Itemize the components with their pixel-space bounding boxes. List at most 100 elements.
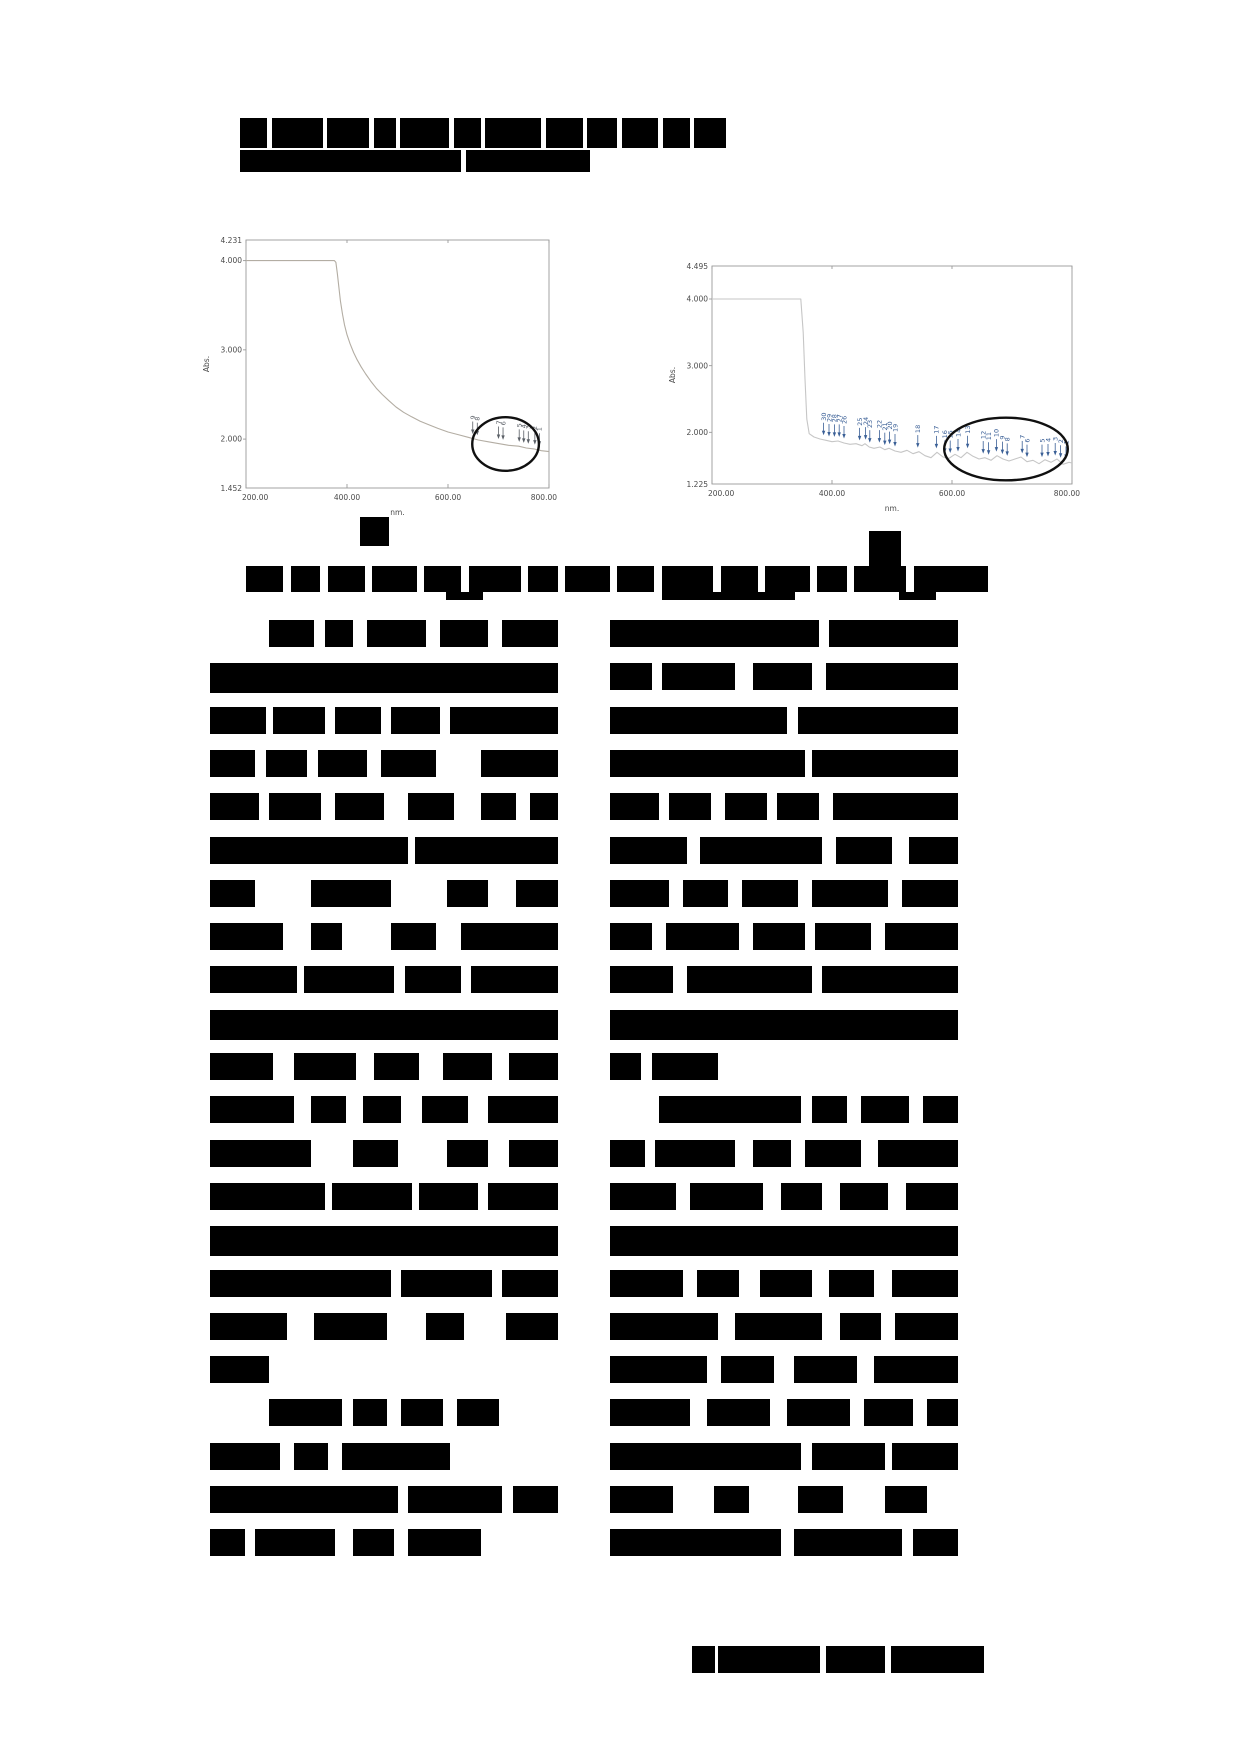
x-tick-label: 800.00 — [531, 493, 557, 502]
redacted-text-bar-right — [610, 1486, 673, 1513]
redacted-text-bar-right — [912, 1529, 958, 1557]
peak-number-label: 25 — [856, 418, 864, 426]
redacted-header-line — [373, 118, 396, 148]
redacted-text-bar-right — [811, 879, 889, 907]
redacted-text-bar-left — [293, 1053, 357, 1080]
redacted-text-bar-right — [884, 1486, 927, 1513]
redacted-text-bar-right — [860, 1096, 910, 1124]
peak-arrowhead — [832, 432, 837, 437]
redacted-text-bar-right — [707, 1399, 771, 1427]
x-axis-title: nm. — [885, 504, 899, 513]
redacted-figure-caption — [765, 566, 810, 592]
redacted-text-bar-left — [390, 706, 440, 734]
redacted-text-bar-right — [891, 1269, 958, 1297]
x-tick-label: 200.00 — [708, 489, 734, 498]
peak-number-label: 4 — [520, 424, 528, 428]
redacted-text-bar-left — [366, 620, 426, 647]
redacted-text-bar-left — [481, 749, 558, 777]
redacted-text-bar-right — [877, 1139, 958, 1167]
redacted-header-line — [240, 118, 267, 148]
peak-number-label: 6 — [1023, 439, 1031, 443]
redacted-text-bar-left — [210, 1269, 391, 1297]
redacted-text-bar-left — [460, 923, 558, 951]
redacted-text-bar-left — [210, 1356, 270, 1384]
redacted-page-footer — [826, 1646, 885, 1673]
peak-number-label: 14 — [954, 429, 962, 437]
redacted-text-bar-left — [415, 836, 558, 864]
redacted-text-bar-left — [502, 1269, 558, 1297]
redacted-text-bar-right — [610, 1442, 802, 1470]
redacted-text-bar-left — [380, 749, 437, 777]
redacted-text-bar-left — [502, 620, 558, 647]
redacted-text-bar-right — [610, 1009, 958, 1040]
peak-number-label: 2 — [531, 426, 539, 430]
redacted-text-bar-right — [752, 1139, 791, 1167]
redacted-figure-caption — [290, 566, 321, 592]
peak-arrowhead — [857, 435, 862, 441]
redacted-text-bar-left — [317, 749, 367, 777]
redacted-text-bar-right — [700, 836, 823, 864]
peak-arrowhead — [471, 429, 475, 435]
redacted-text-bar-right — [804, 1139, 861, 1167]
redacted-text-bar-left — [446, 879, 489, 907]
redacted-text-bar-right — [658, 1096, 802, 1124]
redacted-text-bar-right — [610, 836, 687, 864]
redacted-text-bar-left — [210, 1226, 558, 1257]
redacted-text-bar-right — [610, 1053, 642, 1080]
redacted-text-bar-right — [655, 1139, 736, 1167]
peak-number-label: 22 — [876, 420, 884, 428]
redacted-text-bar-left — [210, 1096, 294, 1124]
redacted-text-bar-left — [314, 1312, 388, 1340]
redacted-text-bar-left — [352, 1399, 388, 1427]
redacted-text-bar-right — [884, 923, 958, 951]
redacted-text-bar-right — [610, 1356, 708, 1384]
absorbance-curve — [246, 260, 550, 453]
redacted-text-bar-left — [210, 1139, 311, 1167]
redacted-text-bar-left — [512, 1486, 558, 1513]
redacted-text-bar-right — [610, 1226, 958, 1257]
peak-number-label: 1 — [536, 427, 544, 431]
redacted-text-bar-left — [516, 879, 558, 907]
redacted-text-bar-left — [342, 1442, 451, 1470]
peak-arrowhead — [887, 439, 892, 445]
peak-number-label: 2 — [1057, 439, 1065, 443]
redacted-text-bar-right — [797, 1486, 844, 1513]
redacted-figure-caption — [817, 566, 847, 592]
redacted-text-bar-right — [610, 1269, 684, 1297]
redacted-text-bar-left — [450, 706, 558, 734]
redacted-text-bar-right — [759, 1269, 812, 1297]
peak-number-label: 9 — [469, 415, 477, 419]
peak-number-label: 4 — [1044, 438, 1052, 442]
redacted-text-bar-right — [836, 836, 892, 864]
redacted-text-bar-right — [735, 1312, 823, 1340]
redacted-text-bar-left — [471, 966, 558, 994]
peak-number-label: 11 — [985, 432, 993, 440]
redacted-text-bar-left — [443, 1053, 492, 1080]
redacted-figure-caption — [246, 566, 284, 592]
y-axis-title: Abs. — [668, 367, 677, 383]
redacted-figure-label-b — [869, 531, 901, 571]
plot-border — [711, 265, 1073, 485]
redacted-text-bar-left — [210, 879, 256, 907]
peak-number-label: 29 — [825, 414, 833, 422]
redacted-text-bar-left — [265, 749, 308, 777]
peak-number-label: 3 — [525, 425, 533, 429]
redacted-text-bar-right — [669, 793, 711, 821]
y-tick-label: 3.000 — [687, 361, 709, 370]
redacted-text-bar-right — [891, 1442, 958, 1470]
y-tick-label: 2.000 — [687, 428, 709, 437]
redacted-header-line — [587, 118, 617, 148]
redacted-text-bar-right — [752, 923, 805, 951]
peak-number-label: 24 — [862, 417, 870, 425]
redacted-figure-caption — [565, 566, 610, 592]
redacted-figure-label-a — [360, 517, 389, 546]
uv-vis-spectrum-chart-b: 4.495 1.225 4.000 3.000 2.000 200.00 400.00 600… — [648, 240, 1080, 531]
redacted-figure-caption — [372, 566, 417, 592]
redacted-text-bar-right — [902, 879, 958, 907]
peak-arrowhead — [893, 442, 897, 447]
redacted-figure-caption — [424, 566, 462, 592]
redacted-text-bar-left — [272, 706, 325, 734]
redacted-text-bar-right — [610, 1312, 718, 1340]
peak-number-label: 7 — [1019, 435, 1027, 439]
redacted-text-bar-left — [269, 793, 322, 821]
